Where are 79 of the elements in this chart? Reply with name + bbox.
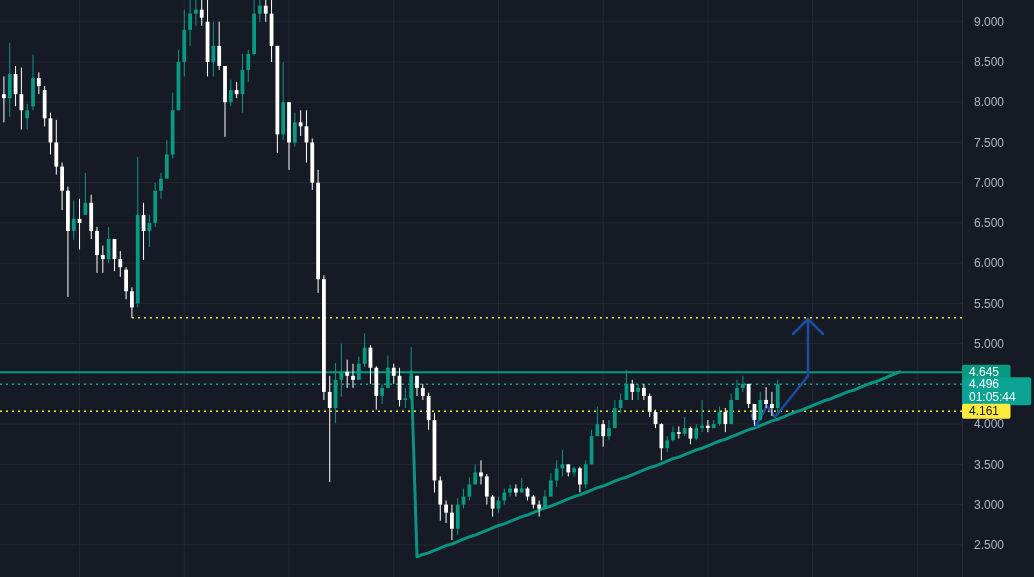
candlestick (106, 226, 111, 264)
candlestick (228, 79, 233, 107)
candlestick (71, 199, 76, 241)
candlestick (746, 383, 751, 409)
y-tick-label: 9.000 (974, 14, 1005, 29)
candlestick (548, 472, 553, 498)
candlestick (246, 49, 251, 83)
candlestick (130, 286, 134, 319)
candlestick (2, 75, 6, 123)
candlestick (636, 383, 640, 401)
candlestick (345, 359, 350, 389)
candlestick (444, 500, 448, 524)
ref-line-label: 4.496 01:05:44 (969, 377, 1017, 405)
y-tick-label: 4.000 (974, 417, 1005, 432)
candlestick (630, 379, 635, 401)
candlestick (450, 504, 454, 541)
candlestick (612, 399, 617, 429)
candlestick (735, 379, 739, 401)
candlestick (327, 375, 332, 483)
candlestick (25, 103, 30, 131)
candlestick (572, 466, 576, 477)
candlestick (83, 172, 88, 216)
candlestick (199, 0, 204, 27)
candlestick (770, 391, 774, 417)
candlestick (543, 489, 547, 510)
y-tick-label: 8.500 (974, 55, 1005, 70)
candlestick (147, 214, 152, 248)
candlestick (118, 250, 123, 278)
candlestick (211, 21, 216, 77)
candlestick (647, 393, 652, 418)
candlestick (124, 266, 128, 300)
candlestick (159, 172, 163, 200)
candlestick (403, 387, 408, 409)
candlestick (391, 363, 396, 385)
candlestick (671, 426, 675, 443)
y-tick-label: 7.000 (974, 175, 1005, 190)
candlestick (36, 71, 41, 95)
candlestick (508, 483, 512, 498)
candlestick (607, 419, 611, 441)
candlestick (298, 109, 303, 137)
candlestick (467, 476, 472, 502)
candlestick (217, 21, 222, 71)
candlestick (775, 379, 780, 413)
y-tick-label: 7.500 (974, 135, 1005, 150)
candlestick (601, 419, 606, 448)
candlestick (19, 67, 24, 131)
candlestick (682, 416, 687, 437)
y-tick-label: 5.500 (974, 296, 1005, 311)
candlestick (362, 332, 367, 368)
candlestick (723, 407, 728, 433)
candlestick (583, 459, 588, 489)
y-tick-label: 6.000 (974, 256, 1005, 271)
y-tick-label: 3.000 (974, 497, 1005, 512)
candlestick (578, 466, 582, 493)
ref-line-label: 4.161 (969, 404, 1000, 419)
candlestick (479, 459, 483, 485)
candlestick (258, 0, 262, 23)
candlestick (490, 494, 495, 518)
candlestick (292, 112, 297, 147)
candlestick (618, 393, 623, 414)
y-tick-label: 8.000 (974, 95, 1005, 110)
candlestick (351, 363, 355, 389)
y-tick-label: 5.000 (974, 336, 1005, 351)
candlestick (194, 0, 198, 27)
candlestick (764, 386, 768, 409)
candlestick (100, 244, 105, 274)
candlestick (263, 0, 268, 23)
candlestick (188, 0, 192, 47)
y-tick-label: 2.500 (974, 538, 1005, 553)
y-tick-label: 3.500 (974, 457, 1005, 472)
candlestick (758, 391, 763, 421)
candlestick (554, 459, 559, 488)
ref-line-label: 4.645 (969, 365, 1000, 380)
y-tick-label: 6.500 (974, 216, 1005, 231)
candlestick (514, 483, 518, 498)
candlestick (642, 383, 646, 401)
candlestick (484, 473, 489, 506)
candlestick (595, 405, 600, 437)
candlestick (380, 383, 384, 405)
